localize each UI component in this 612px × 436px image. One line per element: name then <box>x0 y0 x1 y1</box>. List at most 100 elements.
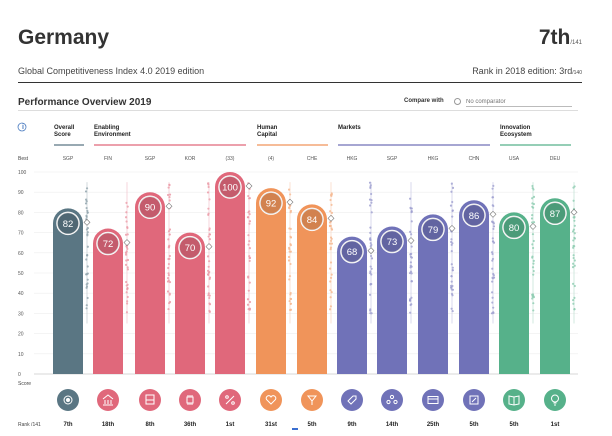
score-bubble-shade-8 <box>381 230 403 253</box>
bar-base-1 <box>93 243 123 374</box>
score-value-11: 80 <box>509 223 520 234</box>
best-performer-2: SGP <box>145 156 156 162</box>
score-bubble-shade-9 <box>422 218 444 241</box>
rank-2018-label: Rank in 2018 edition: 3rd <box>472 66 573 76</box>
score-bubble-shade-0 <box>57 212 79 235</box>
dist-dot-4 <box>246 216 250 219</box>
overall-rank-value: 7th <box>538 26 571 49</box>
score-bubble-6 <box>300 207 324 232</box>
dist-dot-9 <box>450 275 453 278</box>
best-performer-7: HKG <box>347 156 358 162</box>
dist-dot-6 <box>329 296 332 299</box>
compare-radio[interactable] <box>454 98 461 105</box>
dist-dot-11 <box>532 188 535 191</box>
rank-2018: Rank in 2018 edition: 3rd/140 <box>472 66 582 76</box>
rank-value-6: 5th <box>308 422 317 428</box>
marker-8 <box>407 237 415 244</box>
score-value-7: 68 <box>347 247 358 258</box>
financial-card-icon <box>422 389 444 411</box>
product-tag-icon <box>341 389 363 411</box>
best-performer-1: FIN <box>104 156 112 162</box>
group-title-0: Overall <box>54 125 75 131</box>
dist-dot-9 <box>450 238 453 241</box>
rank-value-8: 14th <box>386 422 399 428</box>
overall-rank: 7th/141 <box>539 26 582 50</box>
dist-dot-2 <box>167 307 170 311</box>
dist-dot-9 <box>451 242 454 245</box>
rank-value-10: 5th <box>470 422 479 428</box>
dist-dot-10 <box>492 227 495 231</box>
dist-dot-11 <box>531 184 534 188</box>
dist-dot-5 <box>289 262 292 266</box>
dist-dot-11 <box>532 221 536 224</box>
dist-dot-1 <box>126 268 129 271</box>
dist-dot-8 <box>409 271 412 275</box>
dist-dot-5 <box>289 297 292 300</box>
dist-dot-11 <box>532 262 535 265</box>
dist-dot-6 <box>329 308 332 311</box>
dist-dot-2 <box>166 193 170 197</box>
score-value-8: 73 <box>387 237 398 248</box>
rank-value-11: 5th <box>510 422 519 428</box>
dist-dot-11 <box>532 195 536 198</box>
dist-dot-3 <box>207 212 210 215</box>
ict-chip-icon-glyph <box>186 395 194 405</box>
bar-base-0 <box>53 223 83 374</box>
financial-card-icon-glyph <box>427 396 439 404</box>
dist-dot-2 <box>166 280 170 283</box>
dist-dot-10 <box>492 276 496 279</box>
dist-dot-2 <box>168 228 172 231</box>
dist-dot-3 <box>208 309 211 312</box>
y-tick-label: 60 <box>18 251 24 257</box>
panel-divider <box>18 110 578 111</box>
dist-dot-8 <box>409 197 412 200</box>
group-title-0: Score <box>54 132 71 138</box>
dist-dot-12 <box>573 308 576 311</box>
dist-dot-2 <box>167 272 170 275</box>
group-title-1: Enabling <box>94 125 120 131</box>
dist-dot-3 <box>206 191 210 194</box>
dist-dot-2 <box>168 280 172 284</box>
dist-dot-2 <box>168 184 171 187</box>
dist-dot-4 <box>247 243 250 246</box>
dist-dot-5 <box>288 250 291 253</box>
dist-dot-2 <box>166 290 170 293</box>
group-title-4: Innovation <box>500 125 531 131</box>
dist-dot-6 <box>329 267 332 270</box>
y-tick-label: 90 <box>18 190 24 196</box>
dist-dot-9 <box>451 186 455 189</box>
dist-dot-5 <box>287 255 291 259</box>
dist-dot-0 <box>85 307 88 310</box>
dist-dot-12 <box>572 256 575 260</box>
best-performer-12: DEU <box>550 156 561 162</box>
rank-value-1: 18th <box>102 422 115 428</box>
info-icon: i <box>22 124 24 131</box>
score-bubble-7 <box>340 239 364 264</box>
rank-value-4: 1st <box>226 422 235 428</box>
dist-dot-0 <box>85 206 88 210</box>
innovation-bulb-icon-glyph <box>551 394 559 406</box>
rank-2018-of: /140 <box>572 70 582 76</box>
rank-value-0: 7th <box>64 422 73 428</box>
y-tick-label: 80 <box>18 210 24 216</box>
dist-dot-4 <box>248 220 252 223</box>
dist-dot-1 <box>124 263 128 266</box>
dist-dot-12 <box>573 219 576 222</box>
comparator-input[interactable] <box>466 97 572 107</box>
dist-dot-2 <box>168 196 171 199</box>
dist-dot-9 <box>449 204 453 207</box>
dist-dot-5 <box>289 243 292 246</box>
dist-dot-4 <box>248 256 252 260</box>
score-value-6: 84 <box>307 215 318 226</box>
bar-base-12 <box>540 213 570 374</box>
dist-dot-7 <box>368 181 372 184</box>
dist-dot-11 <box>530 217 534 220</box>
dist-dot-0 <box>84 190 88 193</box>
score-value-9: 79 <box>428 225 439 236</box>
dist-dot-1 <box>125 220 128 223</box>
dist-dot-3 <box>207 235 210 238</box>
score-bubble-1 <box>96 231 120 256</box>
bar-base-2 <box>135 207 165 374</box>
score-bubble-shade-12 <box>544 202 566 225</box>
labour-people-icon <box>381 389 403 411</box>
